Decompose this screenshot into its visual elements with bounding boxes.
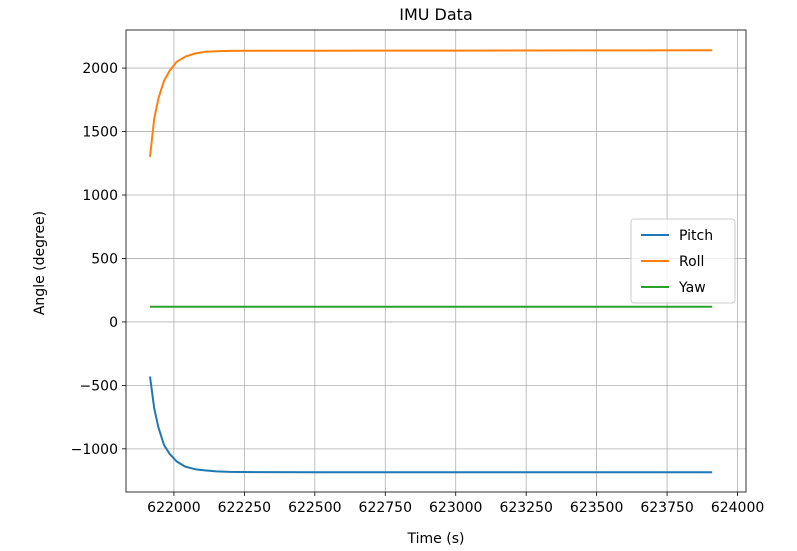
chart-title: IMU Data — [399, 5, 473, 24]
x-tick-label: 624000 — [711, 500, 764, 516]
legend-label-yaw: Yaw — [678, 280, 706, 296]
legend: Pitch Roll Yaw — [630, 218, 736, 304]
y-tick-label: 1000 — [82, 188, 118, 204]
legend-label-pitch: Pitch — [679, 228, 713, 244]
y-tick-label: 500 — [91, 251, 118, 267]
x-tick-label: 623000 — [429, 500, 482, 516]
x-tick-label: 623750 — [640, 500, 693, 516]
y-tick-label: −1000 — [71, 442, 118, 458]
x-tick-label: 623250 — [499, 500, 552, 516]
series-line-pitch — [149, 376, 713, 474]
y-tick-label: 2000 — [82, 61, 118, 77]
x-tick-label: 622750 — [359, 500, 412, 516]
y-tick-label: 1500 — [82, 125, 118, 141]
y-tick-label: 0 — [109, 315, 118, 331]
series-line-roll — [149, 49, 713, 158]
x-tick-label: 622500 — [288, 500, 341, 516]
x-tick-label: 623500 — [570, 500, 623, 516]
x-tick-label: 622250 — [218, 500, 271, 516]
y-axis-label: Angle (degree) — [32, 211, 48, 315]
ticks-layer: 622000 622250 622500 622750 623000 623250 6235… — [71, 61, 765, 516]
series-layer — [149, 49, 713, 474]
x-tick-label: 622000 — [147, 500, 200, 516]
legend-label-roll: Roll — [679, 254, 704, 270]
plot-frame — [125, 29, 747, 493]
legend-box — [630, 218, 736, 304]
x-axis-label: Time (s) — [407, 531, 465, 547]
y-tick-label: −500 — [80, 378, 118, 394]
